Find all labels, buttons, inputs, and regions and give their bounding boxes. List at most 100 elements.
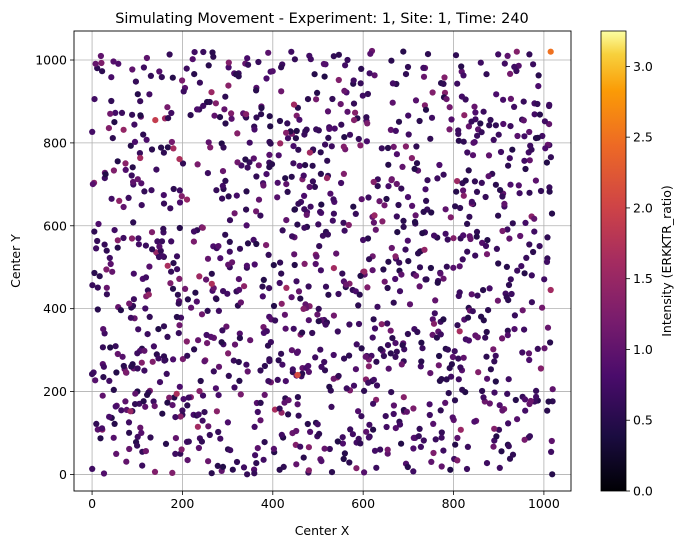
- scatter-point: [101, 241, 108, 248]
- scatter-point: [315, 305, 322, 312]
- scatter-point: [431, 232, 438, 239]
- scatter-point: [331, 125, 338, 132]
- scatter-point: [152, 117, 159, 124]
- scatter-point: [459, 256, 466, 263]
- scatter-point: [183, 196, 191, 203]
- scatter-point: [156, 243, 163, 250]
- scatter-point: [127, 142, 134, 149]
- scatter-point: [301, 224, 308, 231]
- scatter-point: [189, 56, 196, 63]
- scatter-point: [215, 243, 222, 250]
- scatter-point: [544, 407, 551, 414]
- scatter-point: [153, 166, 160, 173]
- y-tick-label: 400: [43, 301, 67, 316]
- scatter-point: [342, 62, 349, 69]
- scatter-point: [112, 403, 119, 410]
- scatter-point: [389, 80, 396, 87]
- x-tick-label: 600: [351, 496, 375, 511]
- scatter-point: [547, 286, 554, 294]
- scatter-point: [514, 267, 521, 274]
- scatter-point: [164, 399, 171, 406]
- scatter-point: [110, 58, 117, 65]
- scatter-point: [231, 384, 238, 391]
- scatter-point: [173, 253, 181, 260]
- scatter-point: [176, 199, 184, 206]
- scatter-point: [221, 106, 228, 113]
- scatter-point: [306, 183, 313, 191]
- scatter-point: [148, 187, 155, 194]
- scatter-point: [464, 149, 471, 156]
- scatter-point: [392, 127, 399, 134]
- scatter-point: [288, 294, 295, 301]
- scatter-point: [108, 74, 115, 81]
- scatter-point: [398, 271, 405, 278]
- scatter-point: [260, 329, 267, 336]
- scatter-point: [122, 160, 129, 167]
- scatter-point: [229, 259, 236, 266]
- scatter-point: [398, 440, 405, 447]
- scatter-point: [97, 435, 104, 442]
- scatter-point: [108, 195, 115, 202]
- scatter-point: [183, 65, 190, 72]
- scatter-point: [471, 103, 478, 110]
- scatter-point: [175, 300, 182, 307]
- scatter-point: [103, 247, 110, 254]
- scatter-point: [142, 274, 150, 281]
- colorbar-tick-label: 2.0: [633, 200, 653, 215]
- scatter-point: [390, 299, 397, 306]
- scatter-point: [357, 440, 364, 447]
- scatter-point: [506, 155, 513, 162]
- scatter-point: [278, 350, 285, 357]
- scatter-point: [228, 115, 235, 122]
- scatter-point: [290, 101, 298, 108]
- x-tick-label: 1000: [528, 496, 560, 511]
- scatter-point: [482, 334, 489, 341]
- scatter-point: [295, 288, 303, 295]
- scatter-point: [190, 228, 198, 235]
- scatter-point: [276, 117, 284, 125]
- scatter-point: [176, 383, 183, 390]
- scatter-point: [219, 195, 226, 202]
- scatter-point: [526, 128, 533, 136]
- scatter-points: [89, 47, 556, 478]
- scatter-point: [480, 108, 487, 115]
- scatter-point: [306, 149, 313, 156]
- scatter-point: [183, 338, 190, 345]
- scatter-point: [176, 322, 183, 329]
- scatter-point: [430, 420, 437, 427]
- scatter-point: [164, 104, 171, 111]
- scatter-point: [549, 386, 556, 393]
- scatter-point: [499, 407, 506, 414]
- scatter-point: [113, 369, 120, 376]
- scatter-point: [458, 93, 465, 100]
- scatter-point: [302, 162, 309, 169]
- scatter-point: [219, 327, 226, 334]
- scatter-point: [314, 311, 321, 318]
- chart-title: Simulating Movement - Experiment: 1, Sit…: [115, 11, 529, 27]
- scatter-point: [184, 402, 191, 409]
- scatter-point: [89, 128, 96, 135]
- scatter-point: [429, 89, 436, 96]
- scatter-point: [252, 452, 259, 459]
- scatter-point: [141, 188, 148, 195]
- scatter-point: [432, 436, 439, 443]
- scatter-point: [412, 97, 420, 104]
- scatter-point: [115, 60, 122, 67]
- scatter-point: [274, 376, 281, 383]
- scatter-point: [279, 227, 286, 234]
- scatter-point: [493, 91, 500, 98]
- scatter-point: [536, 243, 543, 250]
- scatter-point: [191, 346, 198, 353]
- scatter-point: [511, 63, 518, 70]
- scatter-point: [436, 161, 443, 169]
- scatter-point: [243, 222, 250, 229]
- scatter-point: [234, 130, 241, 137]
- scatter-point: [218, 339, 225, 346]
- scatter-point: [346, 131, 354, 138]
- colorbar-tick-label: 0.5: [633, 413, 653, 428]
- scatter-point: [233, 71, 240, 78]
- scatter-point: [305, 283, 312, 290]
- scatter-point: [200, 102, 207, 109]
- scatter-point: [465, 167, 472, 174]
- scatter-point: [522, 219, 529, 226]
